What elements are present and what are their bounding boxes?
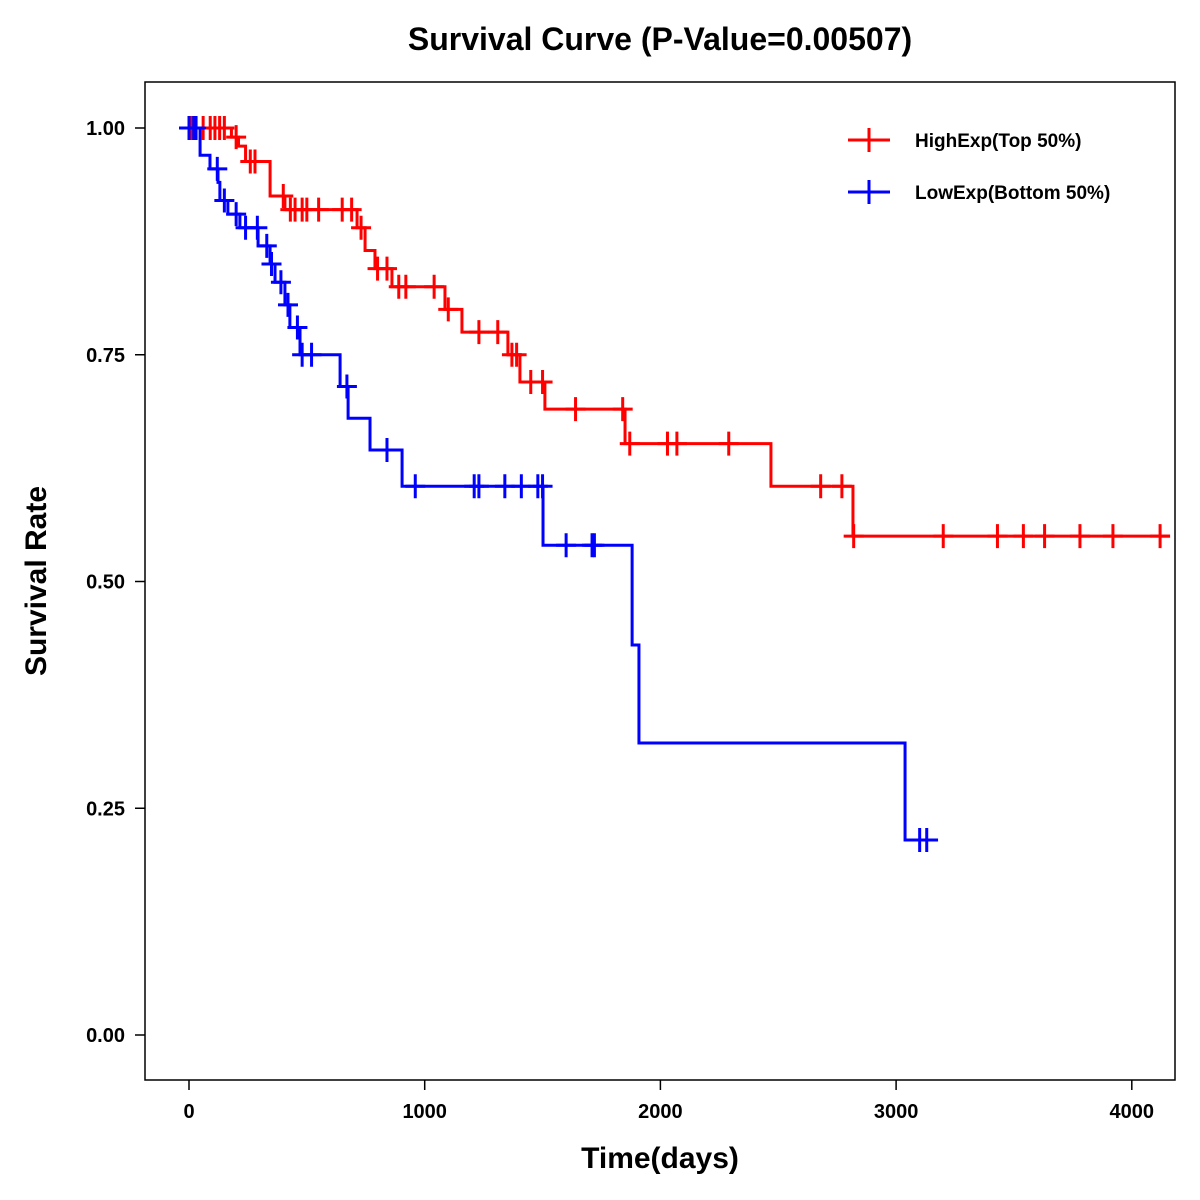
plot-frame	[144, 81, 1176, 1081]
censor-mark	[843, 524, 864, 549]
censor-mark	[666, 431, 687, 456]
censor-mark	[565, 397, 586, 422]
censor-mark	[1013, 524, 1034, 549]
y-axis-label: Survival Rate	[20, 486, 53, 676]
censor-mark	[395, 274, 416, 299]
survival-step-line	[189, 126, 939, 842]
censor-mark	[376, 437, 397, 462]
censor-mark	[308, 197, 329, 222]
censor-mark	[1102, 524, 1123, 549]
censor-mark	[273, 184, 294, 209]
y-tick-label: 0.50	[86, 572, 125, 594]
censor-mark	[1069, 524, 1090, 549]
censor-mark	[226, 125, 247, 150]
censor-mark	[468, 474, 489, 499]
y-tick-label: 0.75	[86, 345, 125, 367]
legend: HighExp(Top 50%) LowExp(Bottom 50%)	[848, 128, 1110, 204]
censor-mark	[186, 116, 207, 140]
censor-mark	[933, 524, 954, 549]
censor-mark	[226, 202, 247, 227]
censor-mark	[718, 431, 739, 456]
x-tick-label: 2000	[638, 1101, 683, 1123]
censor-mark	[214, 188, 235, 213]
legend-item-high: HighExp(Top 50%)	[848, 128, 1081, 152]
censor-mark	[916, 827, 937, 852]
censor-mark	[301, 342, 322, 367]
censor-mark	[277, 292, 298, 317]
y-axis: 0.00 0.25 0.50 0.75 1.00	[86, 118, 145, 1047]
series-low	[179, 116, 939, 852]
censor-mark	[256, 233, 277, 258]
censor-mark	[247, 215, 268, 240]
legend-label-high: HighExp(Top 50%)	[915, 131, 1081, 152]
censor-mark	[810, 474, 831, 499]
legend-label-low: LowExp(Bottom 50%)	[915, 183, 1110, 204]
series-high	[181, 116, 1171, 549]
y-tick-label: 0.25	[86, 798, 125, 820]
censor-mark	[987, 524, 1008, 549]
x-tick-label: 1000	[402, 1101, 447, 1123]
censor-mark	[1034, 524, 1055, 549]
censor-mark	[376, 256, 397, 281]
legend-item-low: LowExp(Bottom 50%)	[848, 180, 1110, 204]
censor-mark	[619, 431, 640, 456]
chart-title: Survival Curve (P-Value=0.00507)	[408, 21, 912, 57]
censor-mark	[438, 297, 459, 322]
censor-mark	[405, 474, 426, 499]
censor-mark	[506, 342, 527, 367]
x-tick-label: 3000	[874, 1101, 919, 1123]
censor-mark	[1150, 524, 1171, 549]
censor-mark	[556, 533, 577, 558]
censor-mark	[424, 274, 445, 299]
censor-mark	[612, 397, 633, 422]
y-tick-label: 1.00	[86, 118, 125, 140]
series-group	[179, 116, 1171, 852]
censor-mark	[831, 474, 852, 499]
x-tick-label: 0	[183, 1101, 194, 1123]
censor-mark	[532, 369, 553, 394]
censor-mark	[214, 116, 235, 140]
x-axis: 0 1000 2000 3000 4000	[183, 1080, 1154, 1123]
censor-mark	[261, 252, 282, 277]
censor-mark	[336, 374, 357, 399]
censor-mark	[351, 215, 372, 240]
y-tick-label: 0.00	[86, 1025, 125, 1047]
censor-mark	[584, 533, 605, 558]
censor-mark	[341, 197, 362, 222]
censor-mark	[207, 156, 228, 181]
censor-mark	[487, 320, 508, 345]
censor-mark	[468, 320, 489, 345]
censor-mark	[270, 270, 291, 295]
censor-mark	[244, 149, 265, 174]
survival-step-line	[189, 126, 1170, 538]
censor-mark	[287, 315, 308, 340]
x-axis-label: Time(days)	[581, 1142, 739, 1175]
censor-mark	[532, 474, 553, 499]
x-tick-label: 4000	[1110, 1101, 1155, 1123]
